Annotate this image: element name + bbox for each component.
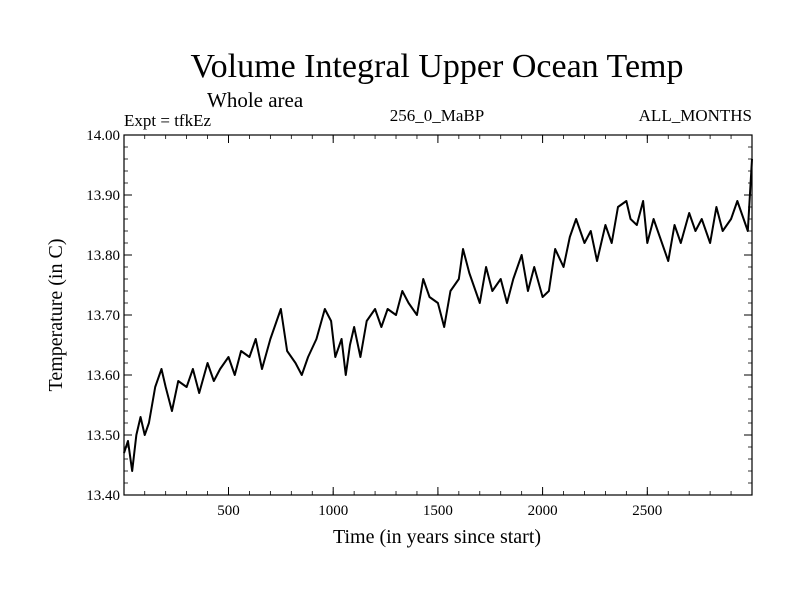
- x-tick-label: 1000: [318, 503, 348, 519]
- y-axis: 13.40 13.50 13.60 13.70 13.80 13.90 14.00: [86, 128, 752, 504]
- expt-label: Expt = tfkEz: [124, 111, 211, 130]
- series-line: [123, 158, 753, 472]
- y-tick-label: 13.80: [86, 248, 120, 264]
- x-tick-label: 2500: [632, 503, 662, 519]
- y-tick-label: 13.70: [86, 308, 120, 324]
- y-tick-label: 14.00: [86, 128, 120, 144]
- chart-subtitle: Whole area: [207, 88, 304, 112]
- plot-frame: [123, 134, 753, 496]
- period-label: 256_0_MaBP: [390, 106, 484, 125]
- x-axis: 500 1000 1500 2000 2500: [144, 135, 732, 519]
- months-label: ALL_MONTHS: [639, 106, 752, 125]
- x-tick-label: 500: [217, 503, 240, 519]
- x-axis-label: Time (in years since start): [333, 526, 541, 548]
- x-tick-label: 2000: [528, 503, 558, 519]
- x-tick-label: 1500: [423, 503, 453, 519]
- y-tick-label: 13.60: [86, 368, 120, 384]
- y-tick-label: 13.50: [86, 428, 120, 444]
- chart-title: Volume Integral Upper Ocean Temp: [191, 48, 684, 85]
- y-tick-label: 13.40: [86, 488, 120, 504]
- series-layer: [123, 158, 753, 472]
- y-tick-label: 13.90: [86, 188, 120, 204]
- y-axis-label: Temperature (in C): [45, 239, 67, 392]
